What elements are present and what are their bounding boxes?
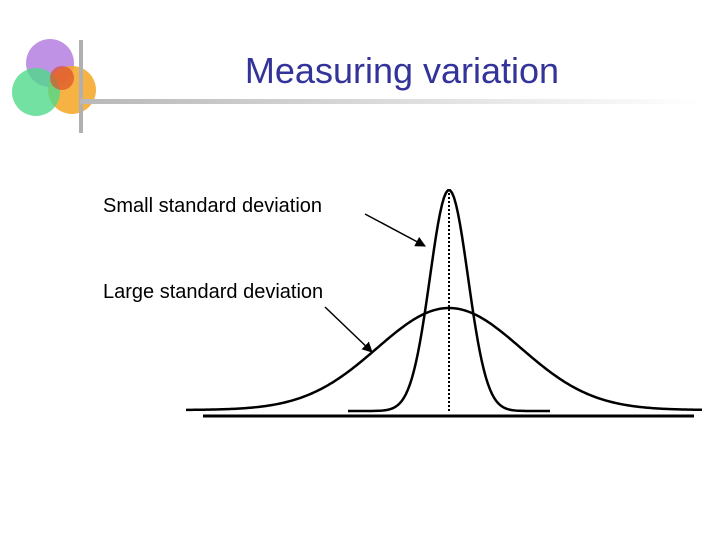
arrow bbox=[364, 213, 426, 247]
narrow-curve bbox=[348, 189, 550, 413]
slide-title: Measuring variation bbox=[245, 50, 559, 91]
small-sd-label: Small standard deviation bbox=[103, 195, 322, 217]
logo bbox=[12, 39, 96, 116]
vertical-rule bbox=[79, 40, 83, 133]
horizontal-rule bbox=[80, 99, 700, 104]
wide-curve bbox=[185, 306, 703, 412]
arrow bbox=[324, 306, 373, 353]
large-sd-label: Large standard deviation bbox=[103, 281, 323, 303]
